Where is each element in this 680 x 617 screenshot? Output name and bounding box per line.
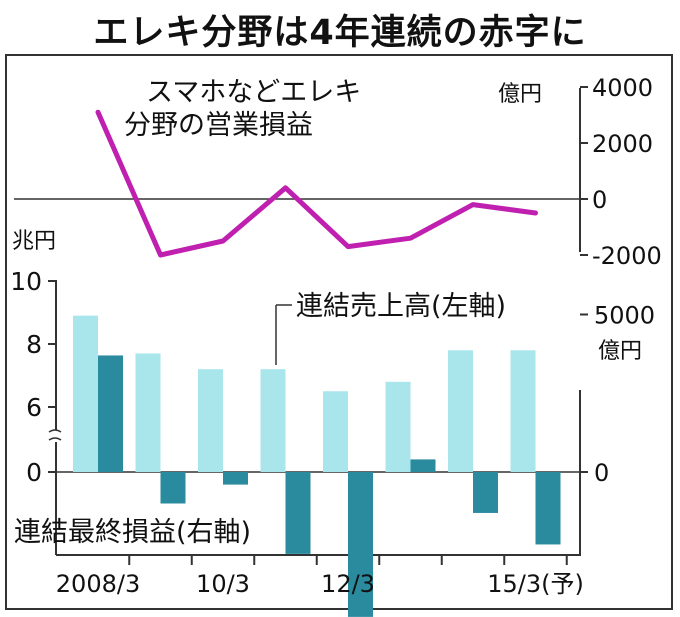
left-y-tick-label: 0 xyxy=(26,458,42,487)
operating-profit-line xyxy=(95,109,538,258)
upper-y-tick-label: 4000 xyxy=(592,74,653,102)
upper-axis-unit: 億円 xyxy=(498,82,542,107)
x-tick-label: 15/3(予) xyxy=(487,570,584,598)
sales-bar xyxy=(385,381,411,472)
line-title-1: スマホなどエレキ xyxy=(146,77,361,108)
upper-y-tick-label: 0 xyxy=(592,186,607,214)
x-tick-label: 2008/3 xyxy=(56,570,140,598)
net-income-bar xyxy=(98,355,123,472)
left-y-tick-label: 6 xyxy=(26,393,42,422)
right-y-tick-label: 5000 xyxy=(594,302,655,330)
line-title-2: 分野の営業損益 xyxy=(124,110,313,141)
axis-break-mark xyxy=(48,429,62,441)
axis-break-gap xyxy=(50,430,64,442)
sales-bar xyxy=(135,353,161,472)
upper-y-tick-label: -2000 xyxy=(592,242,662,270)
right-y-tick-label: 0 xyxy=(594,459,609,487)
page-title: エレキ分野は4年連続の赤字に xyxy=(93,13,587,53)
sales-bar xyxy=(510,350,536,472)
left-axis-unit: 兆円 xyxy=(12,229,56,254)
net-income-bar xyxy=(160,472,186,504)
sales-bar xyxy=(73,315,98,472)
sales-legend-label: 連結売上高(左軸) xyxy=(296,291,506,322)
sales-bar xyxy=(198,369,223,472)
right-axis-unit: 億円 xyxy=(598,339,642,364)
net-income-bar xyxy=(410,459,436,472)
left-y-tick-label: 8 xyxy=(26,330,42,359)
net-income-bar xyxy=(223,472,248,485)
sales-bar xyxy=(448,350,473,472)
x-tick-label: 10/3 xyxy=(196,570,250,598)
sales-bar xyxy=(260,369,286,472)
chart-frame xyxy=(5,54,673,610)
net-income-legend-label: 連結最終損益(右軸) xyxy=(14,517,251,548)
sales-bar xyxy=(323,391,348,472)
x-tick-label: 12/3 xyxy=(321,570,375,598)
net-income-bar xyxy=(348,472,373,617)
net-income-bar xyxy=(473,472,498,513)
net-income-bar xyxy=(285,472,311,554)
upper-line-chart: 4000 2000 0 -2000 億円 スマホなどエレキ 分野の営業損益 xyxy=(14,74,662,270)
upper-y-tick-label: 2000 xyxy=(592,130,653,158)
net-income-bar xyxy=(535,472,561,545)
left-y-tick-label: 10 xyxy=(10,267,42,296)
